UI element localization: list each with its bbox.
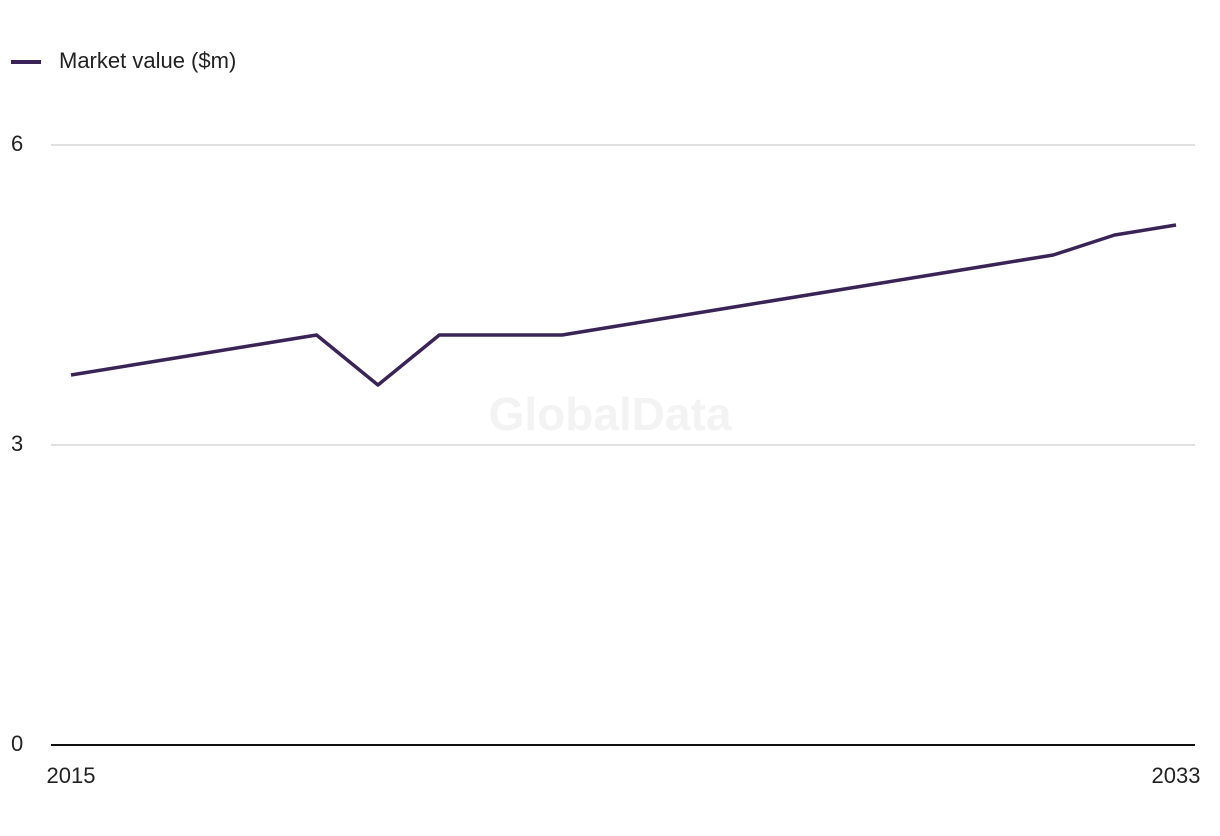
y-tick-label: 0: [11, 731, 23, 756]
y-tick-label: 6: [11, 131, 23, 156]
line-series: [70, 223, 1177, 387]
x-tick-label: 2015: [47, 763, 96, 788]
y-tick-label: 3: [11, 431, 23, 456]
watermark: GlobalData: [489, 388, 732, 440]
x-tick-label: 2033: [1152, 763, 1201, 788]
legend-label: Market value ($m): [59, 48, 236, 73]
